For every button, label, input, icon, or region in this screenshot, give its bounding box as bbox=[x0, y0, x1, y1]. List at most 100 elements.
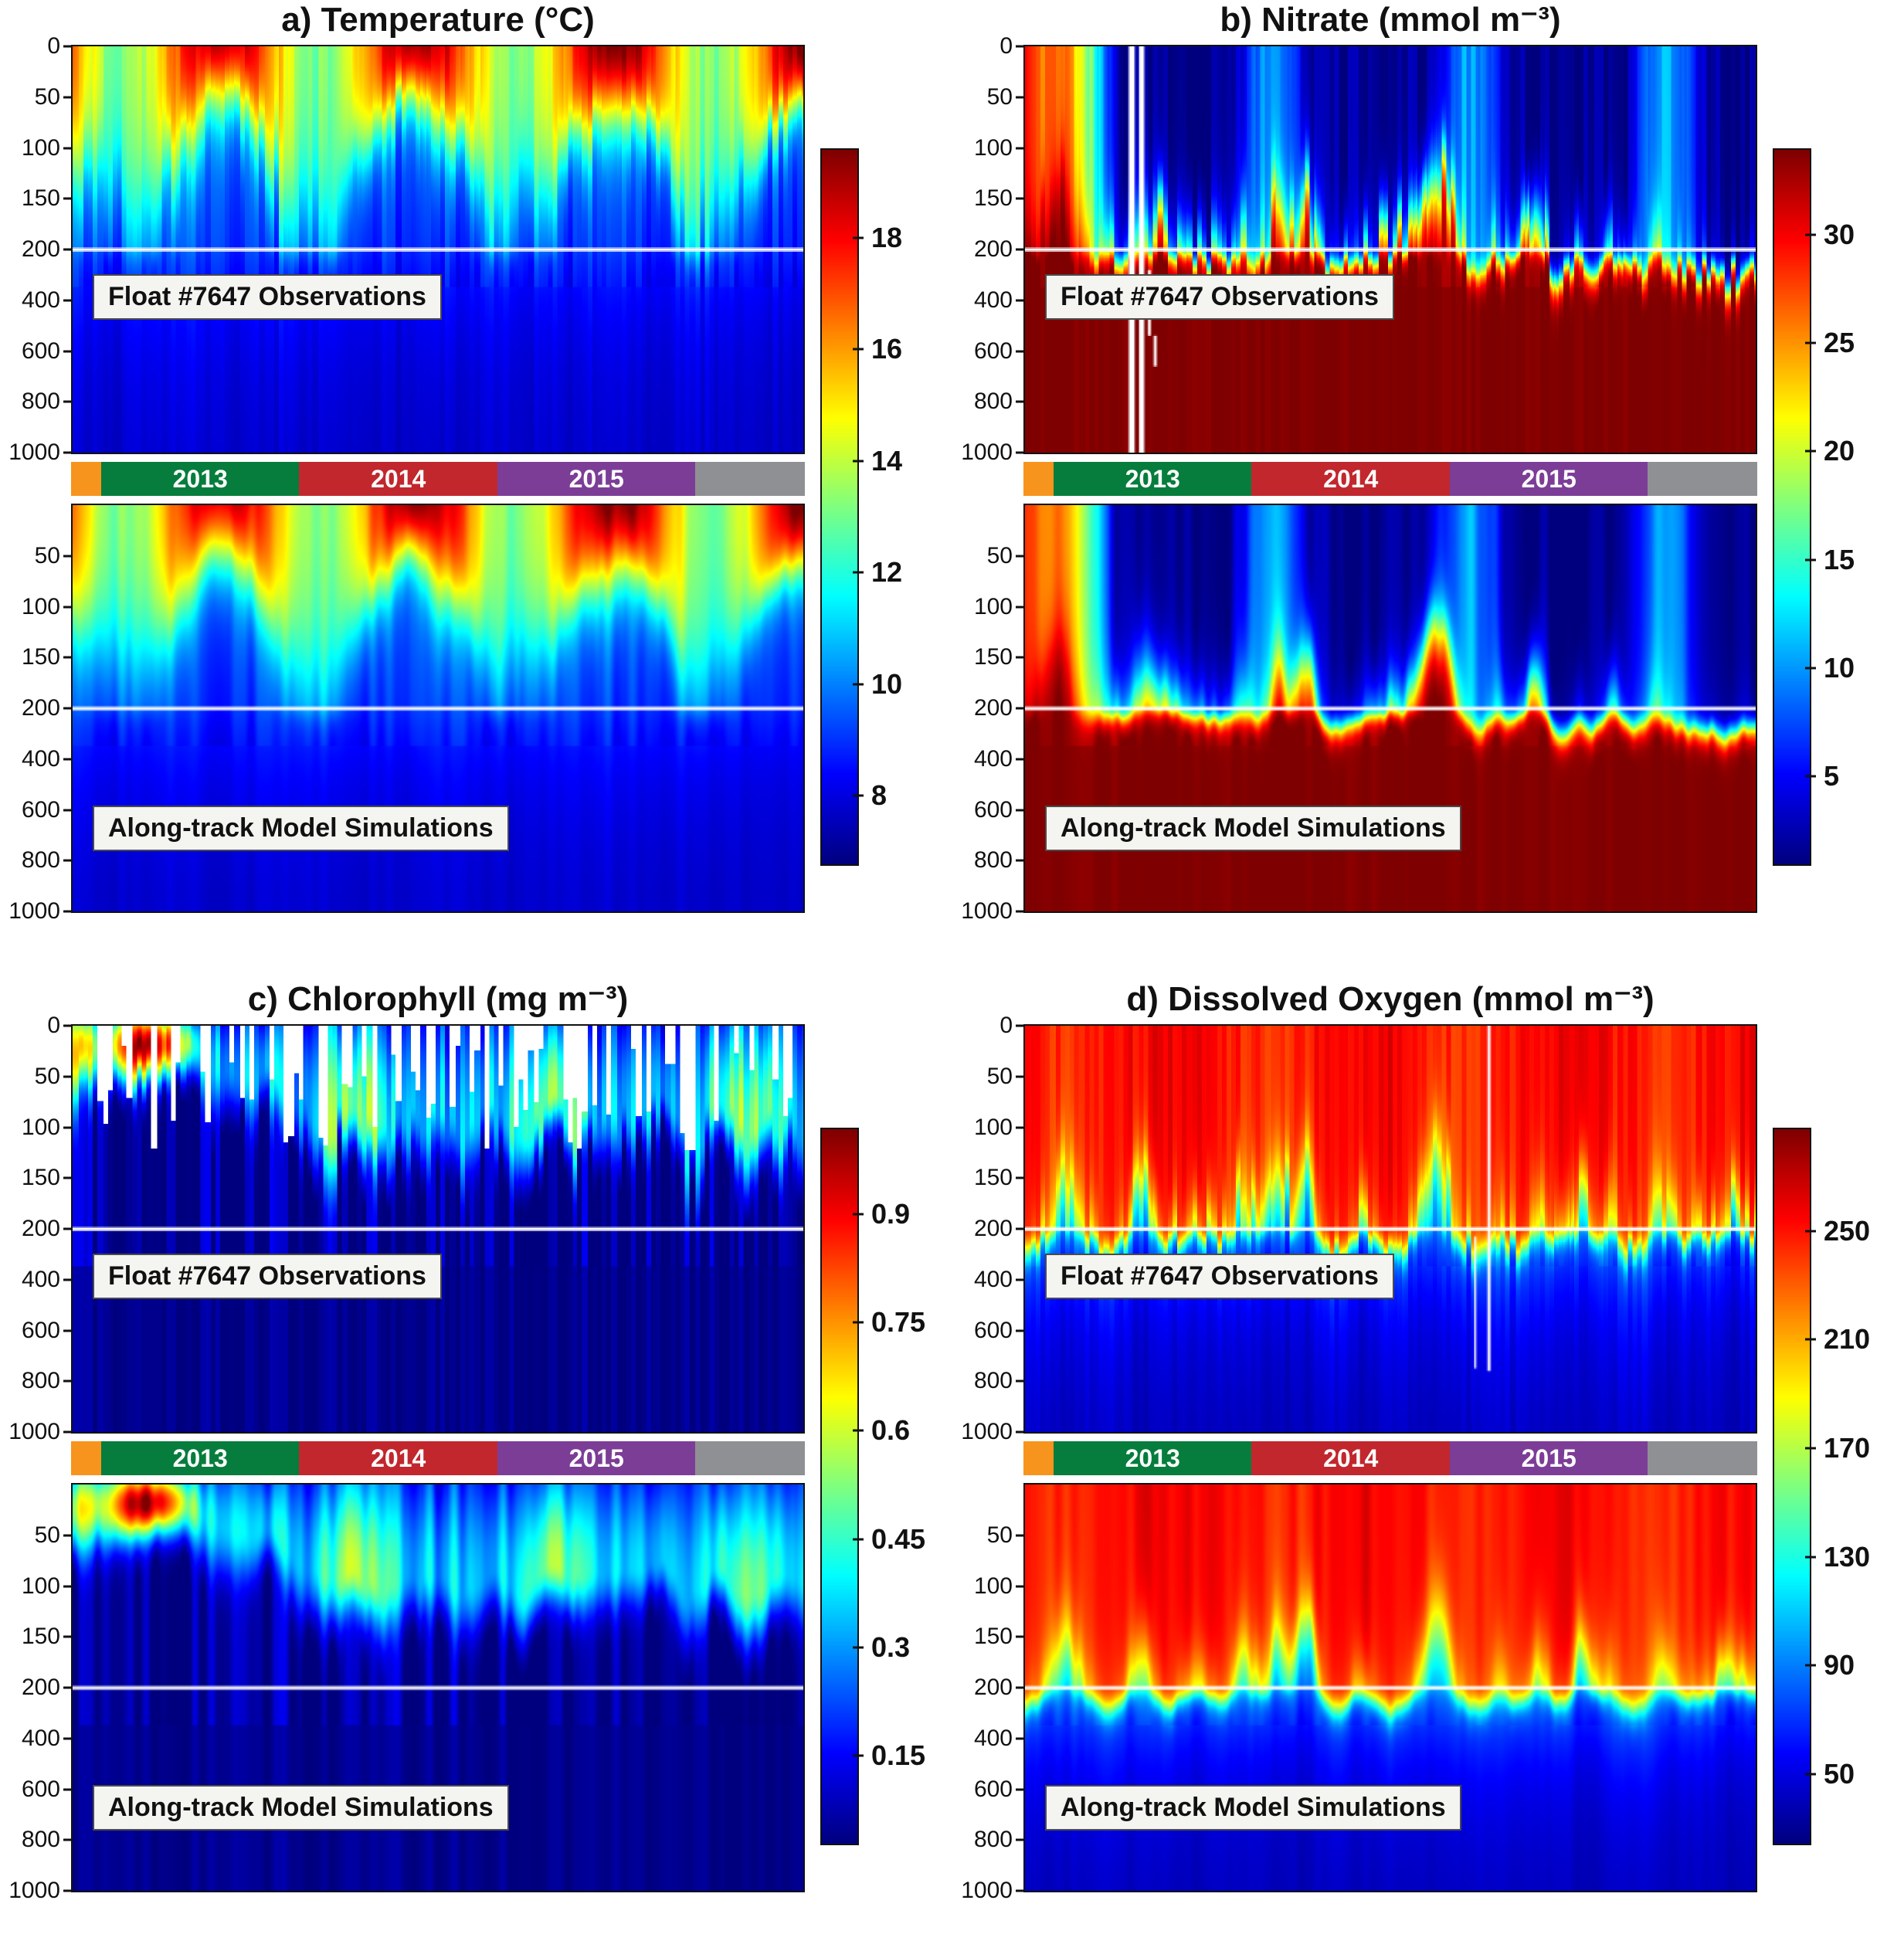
observations-plot: 0 50 100 150 200 400 600 800 1000 Float #7647 Ob… bbox=[8, 35, 805, 464]
panel-dissolved-oxygen: d) Dissolved Oxygen (mmol m⁻³) 0 50 100 150… bbox=[952, 979, 1904, 1941]
depth-tick-mark bbox=[63, 299, 73, 302]
observations-heatmap-canvas bbox=[1025, 46, 1756, 453]
model-plot: 50 100 150 200 400 600 800 1000 Along-track Mod… bbox=[8, 1483, 805, 1902]
depth-tick-mark bbox=[63, 1585, 73, 1587]
colorbar-tick-label: 50 bbox=[1824, 1758, 1855, 1790]
colorbar-tick-label: 15 bbox=[1824, 543, 1855, 575]
depth-tick-label: 800 bbox=[21, 1368, 60, 1394]
depth-tick-mark bbox=[1016, 248, 1025, 251]
depth-tick-mark bbox=[63, 1126, 73, 1128]
year-segment-2014: 2014 bbox=[299, 1441, 497, 1475]
colorbar-tick-label: 90 bbox=[1824, 1649, 1855, 1681]
depth-tick-label: 200 bbox=[21, 695, 60, 721]
depth-tick-mark bbox=[63, 859, 73, 862]
colorbar-tick-label: 130 bbox=[1824, 1540, 1871, 1573]
year-segment bbox=[1023, 1441, 1054, 1475]
year-segment bbox=[1648, 462, 1757, 496]
year-segment-2014: 2014 bbox=[299, 462, 497, 496]
depth-tick-mark bbox=[1016, 96, 1025, 99]
depth-tick-mark bbox=[63, 555, 73, 558]
depth-tick-label: 800 bbox=[973, 389, 1013, 415]
colorbar: 50 90 130 170 210 250 bbox=[1773, 1128, 1902, 1845]
colorbar-tick-label: 25 bbox=[1824, 327, 1855, 359]
depth-tick-label: 200 bbox=[21, 1675, 60, 1700]
model-label: Along-track Model Simulations bbox=[93, 806, 509, 852]
depth-tick-mark bbox=[63, 910, 73, 913]
year-segment bbox=[1023, 462, 1054, 496]
depth-tick-label: 200 bbox=[973, 1675, 1013, 1700]
depth-tick-label: 400 bbox=[21, 287, 60, 313]
depth-tick-label: 400 bbox=[21, 1266, 60, 1292]
year-segment-2013: 2013 bbox=[100, 1441, 300, 1475]
model-label: Along-track Model Simulations bbox=[1045, 1785, 1461, 1831]
colorbar-tick-label: 170 bbox=[1824, 1432, 1871, 1464]
panel-title: d) Dissolved Oxygen (mmol m⁻³) bbox=[1126, 980, 1655, 1018]
year-bar: 2013 2014 2015 bbox=[1023, 462, 1757, 496]
depth-tick-mark bbox=[1016, 1838, 1025, 1841]
colorbar: 0.15 0.3 0.45 0.6 0.75 0.9 bbox=[820, 1128, 950, 1845]
colorbar-tick-label: 5 bbox=[1824, 759, 1840, 792]
depth-tick-mark bbox=[63, 1227, 73, 1230]
depth-tick-label: 150 bbox=[973, 1624, 1013, 1650]
colorbar-tick-label: 30 bbox=[1824, 219, 1855, 251]
depth-tick-mark bbox=[63, 1686, 73, 1689]
depth-tick-mark bbox=[1016, 1534, 1025, 1537]
depth-tick-label: 50 bbox=[986, 1063, 1013, 1089]
colorbar-tick-label: 0.6 bbox=[871, 1414, 911, 1447]
colorbar-tick-label: 0.9 bbox=[871, 1198, 911, 1230]
colorbar: 5 10 15 20 25 30 bbox=[1773, 148, 1902, 866]
depth-tick-mark bbox=[1016, 1126, 1025, 1128]
year-bar: 2013 2014 2015 bbox=[1023, 1441, 1757, 1475]
depth-tick-mark bbox=[63, 96, 73, 99]
depth-tick-label: 100 bbox=[21, 593, 60, 619]
depth-tick-label: 800 bbox=[21, 1827, 60, 1853]
depth-tick-label: 600 bbox=[973, 796, 1013, 823]
colorbar-tick-label: 14 bbox=[871, 444, 903, 477]
year-segment-2013: 2013 bbox=[100, 462, 300, 496]
depth-tick-label: 0 bbox=[47, 33, 60, 59]
depth-tick-mark bbox=[63, 707, 73, 710]
depth-tick-label: 200 bbox=[21, 1216, 60, 1241]
depth-tick-mark bbox=[63, 400, 73, 403]
depth-tick-label: 50 bbox=[34, 542, 60, 568]
depth-tick-mark bbox=[63, 1788, 73, 1790]
depth-tick-mark bbox=[63, 758, 73, 761]
depth-tick-mark bbox=[1016, 1176, 1025, 1179]
depth-tick-label: 150 bbox=[21, 1165, 60, 1191]
year-segment-2013: 2013 bbox=[1053, 1441, 1252, 1475]
colorbar-gradient bbox=[820, 1128, 859, 1845]
depth-tick-mark bbox=[1016, 350, 1025, 352]
depth-tick-label: 1000 bbox=[8, 898, 60, 924]
model-label: Along-track Model Simulations bbox=[1045, 806, 1461, 852]
panel-temperature: a) Temperature (°C) 0 50 100 150 200 400 600 80… bbox=[0, 0, 952, 962]
year-segment bbox=[1648, 1441, 1757, 1475]
depth-tick-label: 200 bbox=[973, 236, 1013, 262]
colorbar-tick-label: 210 bbox=[1824, 1323, 1871, 1356]
depth-tick-label: 200 bbox=[973, 1216, 1013, 1241]
observations-heatmap-canvas bbox=[1025, 1026, 1756, 1432]
depth-tick-mark bbox=[63, 1379, 73, 1383]
depth-tick-label: 150 bbox=[21, 644, 60, 670]
year-segment-2015: 2015 bbox=[497, 1441, 696, 1475]
colorbar-tick-label: 10 bbox=[871, 667, 903, 700]
depth-tick-label: 600 bbox=[973, 338, 1013, 364]
depth-tick-label: 150 bbox=[21, 1624, 60, 1650]
depth-tick-mark bbox=[1016, 606, 1025, 608]
depth-tick-label: 400 bbox=[21, 1725, 60, 1751]
colorbar-tick-label: 16 bbox=[871, 333, 903, 365]
depth-tick-label: 800 bbox=[21, 847, 60, 874]
depth-tick-mark bbox=[1016, 1075, 1025, 1078]
depth-tick-label: 800 bbox=[973, 1827, 1013, 1853]
colorbar-tick-label: 250 bbox=[1824, 1214, 1871, 1247]
depth-tick-mark bbox=[1016, 1788, 1025, 1790]
depth-tick-label: 50 bbox=[34, 1522, 60, 1548]
panel-title: b) Nitrate (mmol m⁻³) bbox=[1220, 1, 1561, 39]
depth-tick-mark bbox=[63, 1329, 73, 1332]
year-segment-2015: 2015 bbox=[1449, 462, 1648, 496]
depth-tick-label: 400 bbox=[973, 1725, 1013, 1751]
model-plot: 50 100 150 200 400 600 800 1000 Along-track Mod… bbox=[961, 1483, 1757, 1902]
colorbar-gradient bbox=[820, 148, 859, 866]
depth-tick-mark bbox=[63, 1176, 73, 1179]
depth-tick-mark bbox=[63, 1838, 73, 1841]
